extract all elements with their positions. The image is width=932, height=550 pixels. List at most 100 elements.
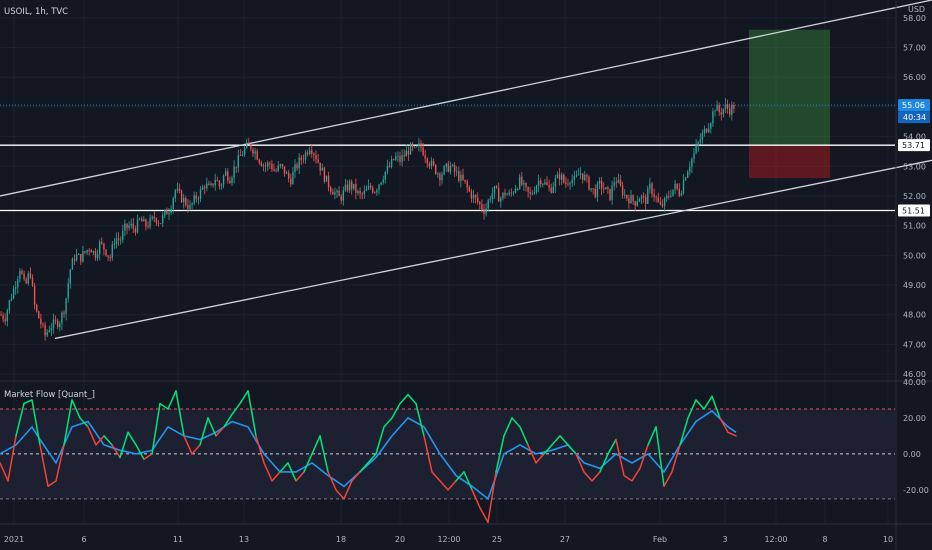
- candle-body: [330, 187, 332, 192]
- candle-body: [705, 128, 708, 133]
- candle-body: [325, 175, 328, 182]
- indicator-fast-segment: [319, 435, 329, 473]
- candle-body: [668, 196, 670, 197]
- candle-body: [600, 180, 603, 189]
- candle-body: [435, 164, 437, 174]
- channel-lower-line[interactable]: [54, 159, 932, 340]
- candle-body: [682, 180, 685, 193]
- candle-body: [84, 251, 86, 253]
- candle-body: [443, 166, 445, 175]
- candle-body: [420, 143, 422, 148]
- indicator-fast-segment: [7, 435, 17, 482]
- candle-body: [111, 244, 113, 259]
- candle-body: [357, 190, 359, 193]
- candle-body: [565, 182, 567, 184]
- candle-body: [218, 181, 221, 187]
- candle-body: [246, 142, 248, 148]
- price-tick-label: 53.00: [903, 162, 926, 171]
- main-pane[interactable]: [0, 0, 932, 341]
- candle-body: [128, 225, 130, 229]
- candle-body: [294, 164, 296, 173]
- candle-body: [619, 179, 622, 186]
- indicator-tick-label: -20.00: [903, 486, 929, 495]
- candle-body: [201, 187, 204, 190]
- candle-body: [262, 165, 265, 167]
- indicator-fast-segment: [111, 444, 121, 459]
- candle-body: [407, 150, 410, 155]
- candle-body: [516, 188, 519, 190]
- candle-body: [336, 190, 338, 193]
- candle-body: [222, 175, 225, 185]
- indicator-pane[interactable]: [0, 390, 895, 523]
- candle-body: [487, 200, 489, 209]
- time-tick-label: 25: [492, 535, 502, 544]
- candle-body: [609, 188, 611, 201]
- indicator-scale[interactable]: 40.00 20.00 0.00 -20.00: [903, 378, 929, 495]
- channel-upper-line[interactable]: [0, 0, 932, 197]
- candle-body: [464, 179, 466, 182]
- position-target-zone[interactable]: [749, 29, 830, 146]
- time-tick-label: 10: [883, 535, 893, 544]
- indicator-fast-segment: [655, 426, 665, 488]
- candle-body: [628, 198, 630, 204]
- indicator-fast-segment: [535, 453, 545, 464]
- price-tick-label: 54.00: [903, 133, 926, 142]
- price-tag-countdown: 40:34: [903, 113, 926, 122]
- candle-body: [472, 194, 475, 199]
- candle-body: [361, 193, 363, 195]
- candle-body: [588, 176, 590, 190]
- candle-body: [281, 164, 284, 167]
- candle-body: [269, 162, 271, 164]
- price-tag-label: 53.71: [902, 141, 925, 150]
- candle-body: [485, 208, 487, 214]
- candle-body: [678, 188, 680, 196]
- price-tags: 55.06 40:34 53.71 51.51: [898, 99, 930, 217]
- candle-body: [220, 184, 223, 187]
- indicator-fast-segment: [15, 402, 25, 437]
- candle-body: [474, 194, 477, 198]
- candle-body: [659, 202, 662, 205]
- candle-body: [726, 104, 729, 109]
- candle-body: [382, 179, 384, 183]
- candle-body: [630, 195, 632, 204]
- candle-body: [75, 254, 78, 261]
- candle-body: [632, 195, 634, 202]
- indicator-tick-label: 40.00: [903, 378, 926, 387]
- indicator-fast-segment: [511, 417, 521, 428]
- candle-body: [527, 186, 529, 192]
- candle-body: [640, 195, 643, 199]
- candle-body: [17, 278, 19, 288]
- candle-body: [88, 249, 90, 251]
- candle-body: [180, 190, 183, 203]
- indicator-fast-segment: [79, 417, 89, 428]
- price-tick-label: 56.00: [903, 73, 926, 82]
- candle-body: [157, 222, 160, 224]
- candle-body: [323, 167, 326, 182]
- candle-body: [254, 151, 256, 154]
- indicator-fast-segment: [671, 444, 681, 473]
- time-axis[interactable]: 2021 6 11 13 18 20 12:00 25 27 Feb 3 12:00 8 10: [4, 535, 893, 544]
- candle-body: [395, 156, 397, 160]
- candle-body: [561, 174, 563, 180]
- candle-body: [489, 198, 491, 201]
- candle-body: [117, 238, 120, 241]
- indicator-fast-segment: [135, 444, 145, 461]
- position-stop-zone[interactable]: [749, 145, 830, 179]
- candle-body: [573, 176, 575, 180]
- candle-body: [29, 273, 32, 278]
- candle-body: [338, 190, 340, 197]
- candle-body: [447, 163, 449, 172]
- candle-body: [132, 223, 134, 229]
- candle-body: [500, 198, 502, 202]
- indicator-fast-segment: [431, 471, 441, 482]
- indicator-fast-segment: [0, 462, 9, 482]
- candle-body: [193, 195, 195, 204]
- candle-body: [552, 186, 554, 193]
- candle-body: [470, 190, 473, 199]
- price-tick-label: 58.00: [903, 14, 926, 23]
- candle-body: [315, 155, 317, 160]
- candle-body: [248, 142, 250, 145]
- candle-body: [309, 150, 311, 154]
- candle-body: [403, 155, 405, 157]
